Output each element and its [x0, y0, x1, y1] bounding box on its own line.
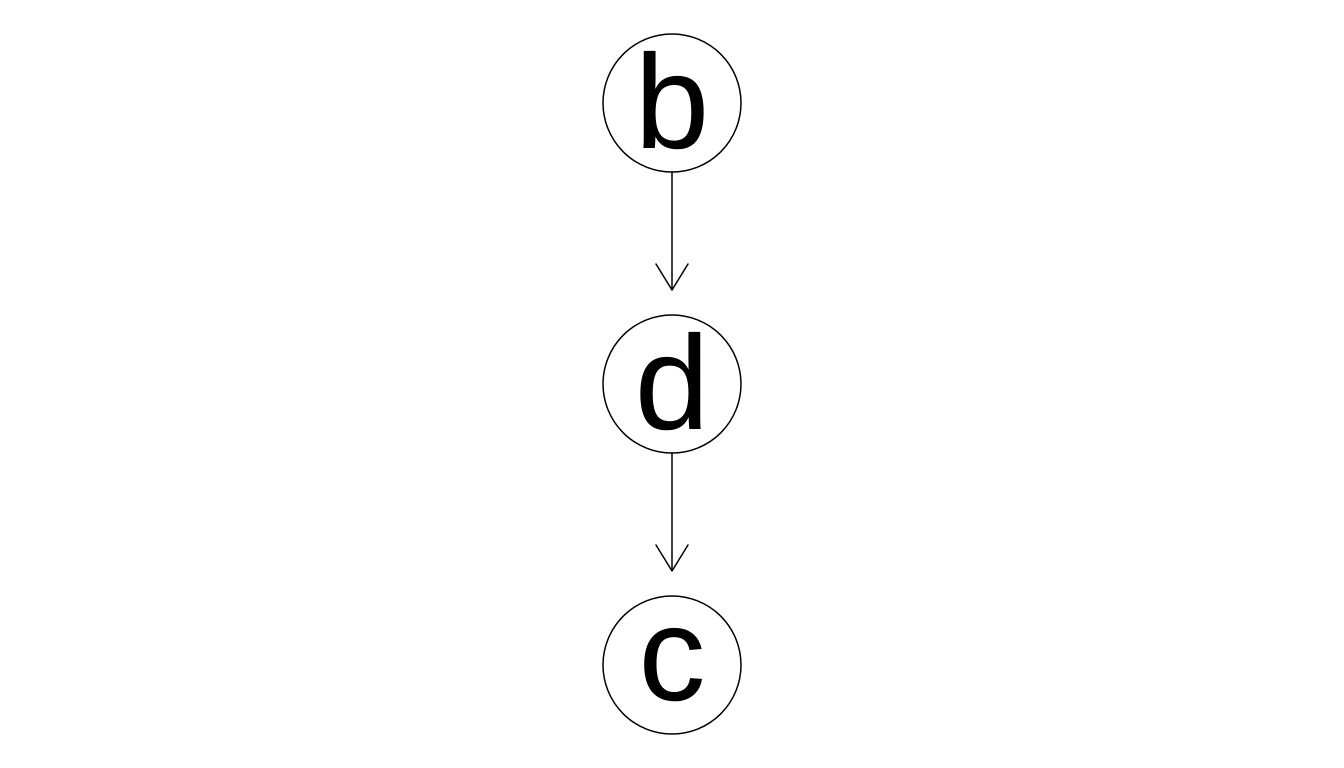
- node-b-label: b: [635, 28, 710, 177]
- node-c[interactable]: c: [603, 580, 741, 734]
- node-d[interactable]: d: [603, 309, 741, 458]
- node-d-label: d: [635, 309, 710, 458]
- edge-d-to-c: [656, 453, 688, 571]
- node-b[interactable]: b: [603, 28, 741, 177]
- node-c-label: c: [639, 580, 706, 729]
- edge-b-to-d: [656, 172, 688, 290]
